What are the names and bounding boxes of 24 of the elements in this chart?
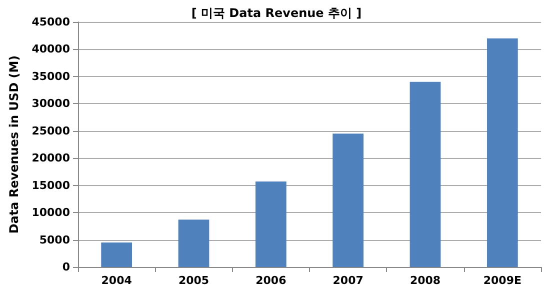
bar [255, 182, 286, 267]
bar [486, 38, 518, 267]
y-tick-label: 20000 [32, 152, 70, 165]
y-tick-label: 45000 [32, 16, 70, 28]
y-tick-label: 15000 [32, 178, 70, 192]
y-tick-label: 25000 [32, 124, 70, 138]
x-tick-label: 2006 [256, 274, 287, 287]
y-tick-label: 5000 [39, 233, 70, 246]
y-tick-label: 30000 [32, 97, 70, 110]
y-tick-label: 40000 [32, 42, 70, 56]
y-tick-label: 10000 [32, 206, 70, 220]
y-axis-title: Data Revenues in USD (M) [7, 55, 21, 234]
bar [332, 134, 364, 267]
bar [101, 242, 132, 267]
bar [410, 82, 441, 267]
x-tick-label: 2008 [410, 274, 441, 287]
y-tick-label: 35000 [32, 70, 70, 83]
bar [178, 220, 210, 267]
y-tick-label: 0 [62, 260, 70, 274]
x-tick-label: 2004 [101, 274, 132, 287]
x-tick-label: 2005 [178, 274, 210, 287]
chart-title: [ 미국 Data Revenue 추이 ] [191, 6, 362, 20]
x-tick-label: 2009E [483, 274, 522, 287]
x-tick-label: 2007 [332, 274, 364, 287]
